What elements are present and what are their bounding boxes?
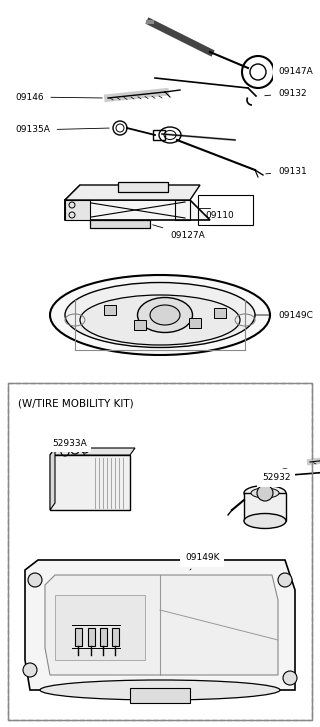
Bar bbox=[244, 493, 286, 521]
Bar bbox=[50, 455, 130, 510]
Text: 09146: 09146 bbox=[15, 92, 102, 102]
Text: 09132: 09132 bbox=[265, 89, 307, 97]
Text: (W/TIRE MOBILITY KIT): (W/TIRE MOBILITY KIT) bbox=[18, 398, 134, 408]
Bar bbox=[88, 628, 95, 646]
Bar bbox=[65, 200, 90, 220]
Circle shape bbox=[257, 485, 273, 501]
Bar bbox=[104, 305, 116, 315]
Text: 09147A: 09147A bbox=[0, 726, 1, 727]
Ellipse shape bbox=[80, 295, 240, 345]
Polygon shape bbox=[50, 448, 55, 510]
Bar bbox=[189, 318, 201, 328]
Ellipse shape bbox=[40, 680, 280, 700]
Text: 09149K: 09149K bbox=[185, 553, 220, 570]
Circle shape bbox=[278, 573, 292, 587]
Polygon shape bbox=[65, 185, 80, 220]
Circle shape bbox=[283, 671, 297, 685]
Ellipse shape bbox=[244, 486, 286, 500]
Text: 09110: 09110 bbox=[205, 211, 234, 220]
Text: 52933A: 52933A bbox=[52, 438, 87, 455]
Text: 09149C: 09149C bbox=[255, 310, 313, 319]
Bar bbox=[198, 195, 253, 225]
Bar bbox=[130, 688, 190, 703]
Text: 09146: 09146 bbox=[0, 726, 1, 727]
Text: 09127A: 09127A bbox=[153, 225, 205, 239]
Ellipse shape bbox=[150, 305, 180, 325]
Bar bbox=[153, 130, 165, 140]
Bar bbox=[118, 182, 168, 192]
Polygon shape bbox=[45, 575, 278, 675]
Bar bbox=[90, 220, 150, 228]
Bar bbox=[8, 383, 312, 720]
Bar bbox=[8, 383, 312, 720]
Bar bbox=[175, 200, 190, 220]
Circle shape bbox=[28, 573, 42, 587]
Text: 52932: 52932 bbox=[262, 473, 291, 485]
Ellipse shape bbox=[251, 488, 279, 498]
Polygon shape bbox=[65, 185, 200, 200]
Ellipse shape bbox=[244, 513, 286, 529]
Bar bbox=[100, 628, 107, 646]
Ellipse shape bbox=[50, 275, 270, 355]
Polygon shape bbox=[25, 560, 295, 690]
Bar bbox=[214, 308, 226, 318]
Circle shape bbox=[23, 663, 37, 677]
Text: 09135A: 09135A bbox=[15, 126, 109, 134]
Text: 09131: 09131 bbox=[266, 167, 307, 177]
Text: 09135A: 09135A bbox=[0, 726, 1, 727]
Bar bbox=[112, 628, 119, 646]
Ellipse shape bbox=[65, 283, 255, 348]
Ellipse shape bbox=[138, 297, 193, 332]
Polygon shape bbox=[65, 200, 210, 220]
Bar bbox=[134, 320, 146, 330]
Polygon shape bbox=[55, 595, 145, 660]
Polygon shape bbox=[50, 448, 135, 455]
Text: 09147A: 09147A bbox=[277, 68, 313, 76]
Bar bbox=[75, 628, 82, 646]
